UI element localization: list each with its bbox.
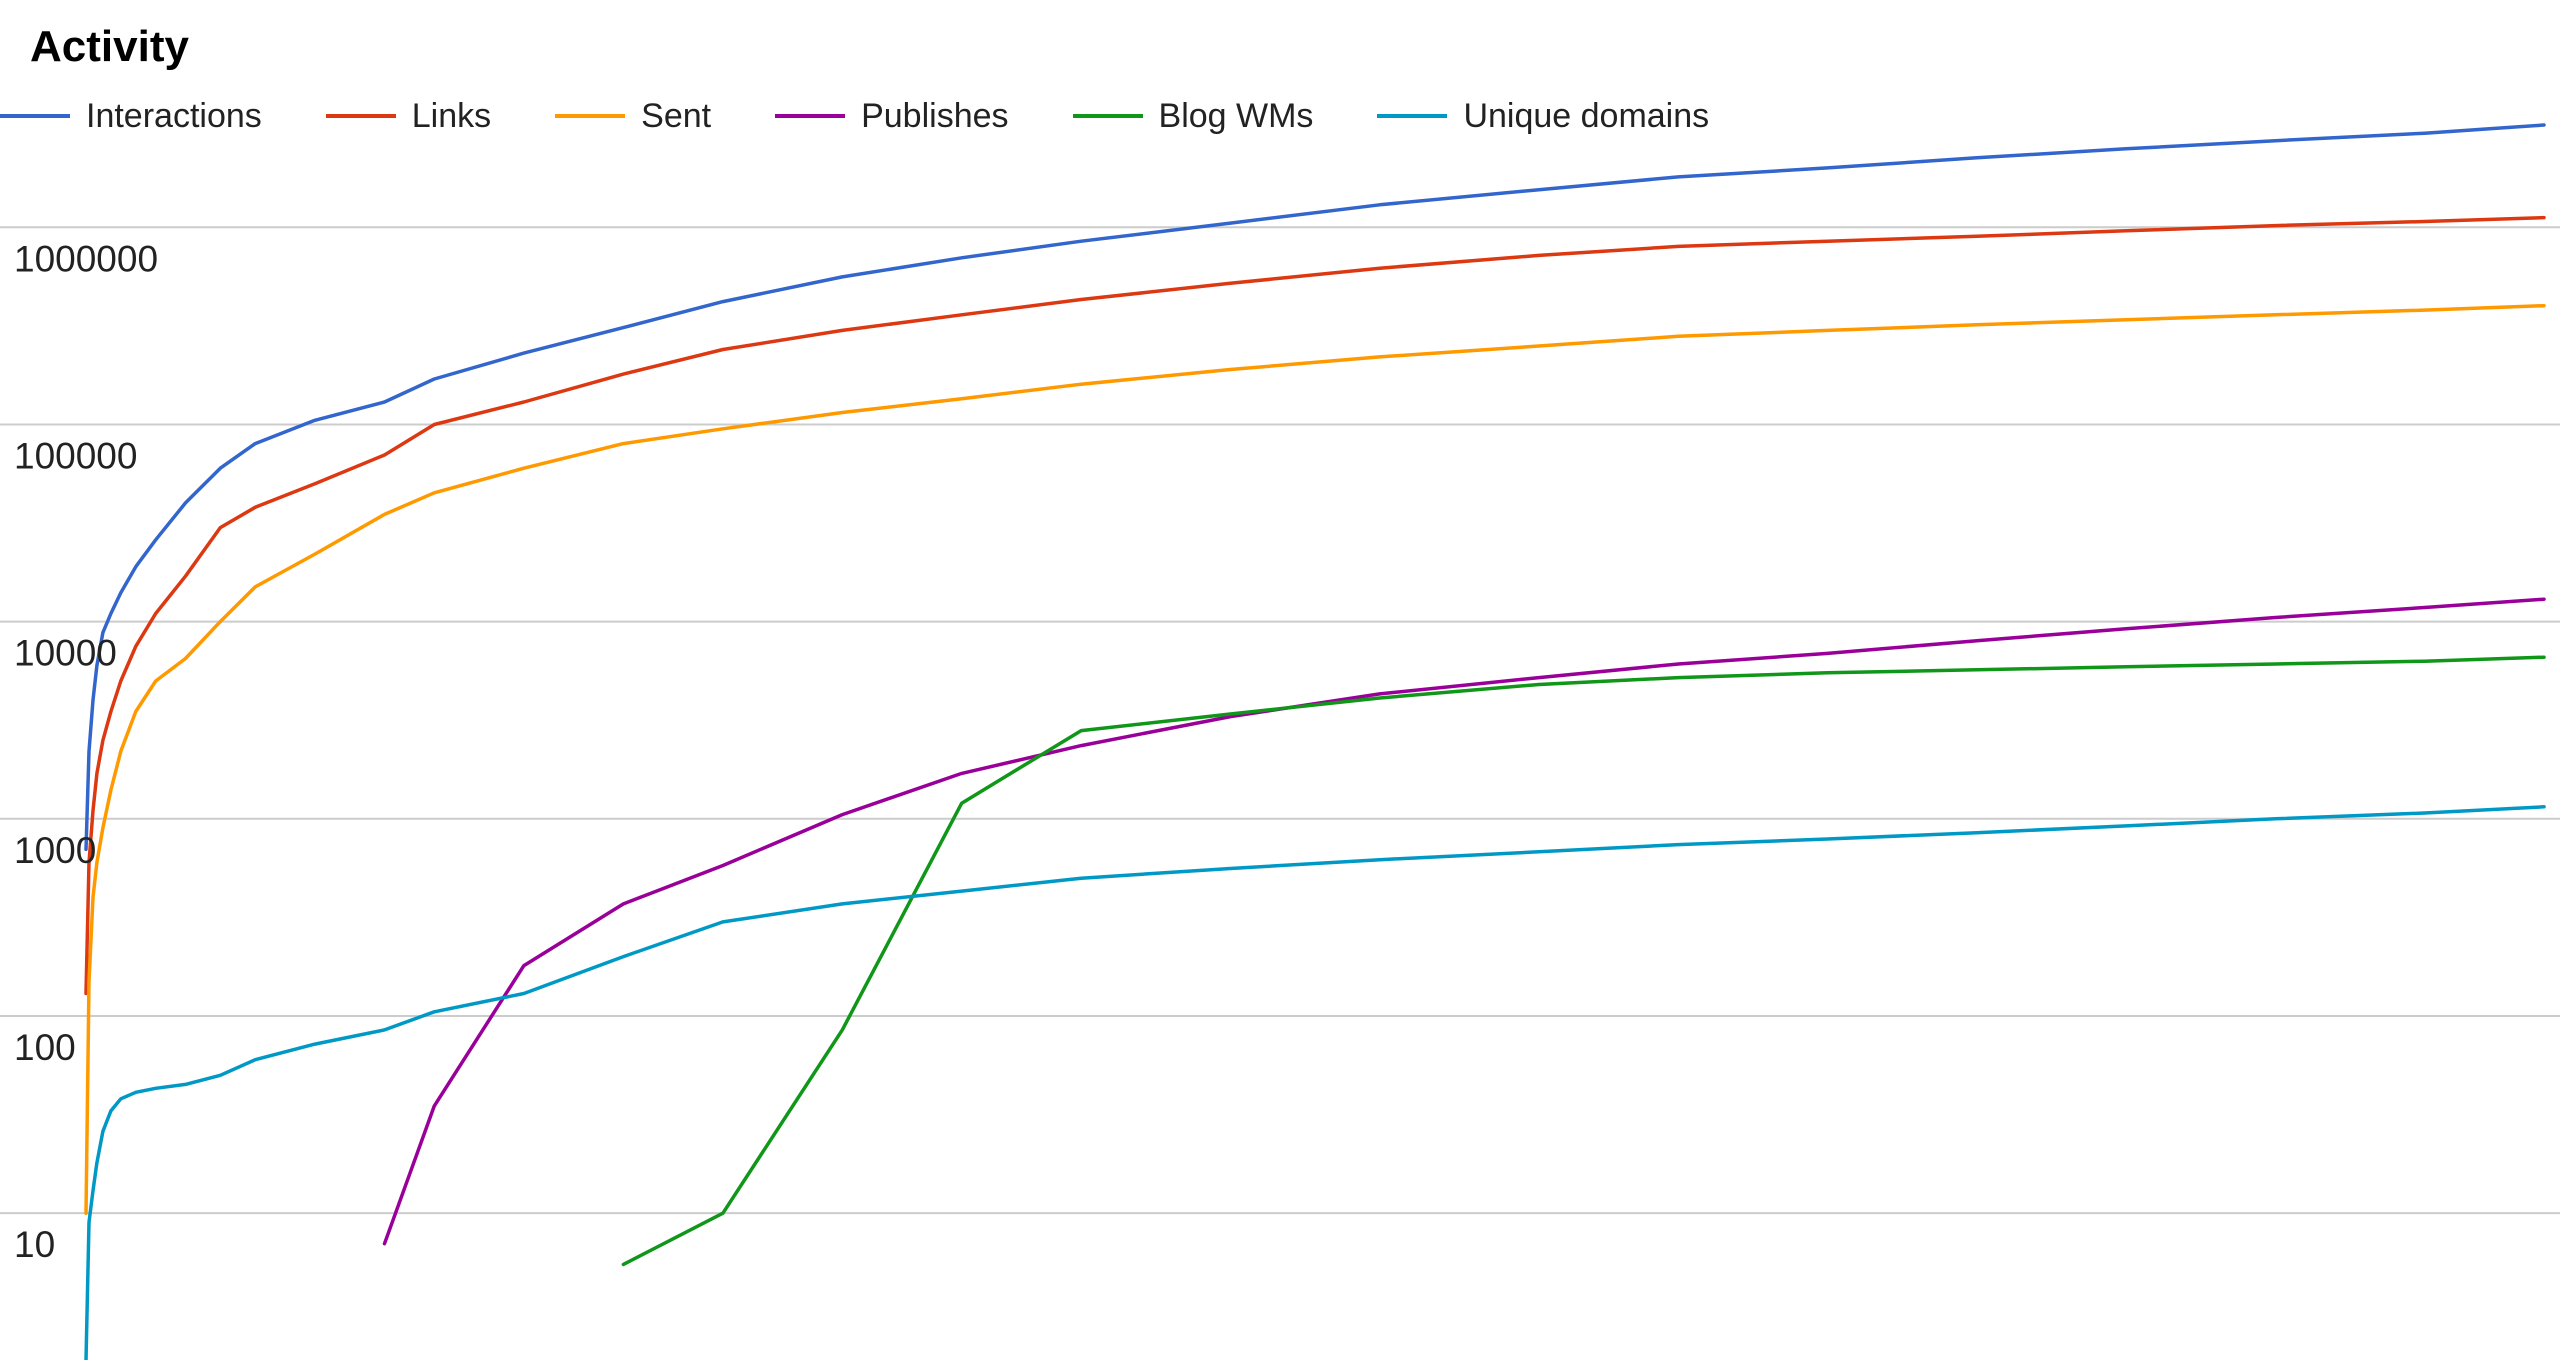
legend: Interactions Links Sent Publishes Blog WMs Un… — [0, 90, 1773, 142]
legend-label: Blog WMs — [1158, 96, 1314, 135]
legend-label: Sent — [641, 96, 712, 135]
series-line-unique-domains — [84, 805, 2546, 1360]
legend-item-publishes[interactable]: Publishes — [775, 96, 1009, 136]
series-line-blog-wms — [621, 655, 2546, 1267]
legend-item-unique-domains[interactable]: Unique domains — [1377, 97, 1709, 136]
series-line-sent — [84, 303, 2546, 1215]
legend-swatch — [775, 114, 846, 118]
y-tick-label: 1000 — [14, 830, 96, 871]
legend-label: Links — [411, 96, 492, 135]
legend-item-interactions[interactable]: Interactions — [0, 97, 262, 136]
y-tick-label: 10000 — [14, 633, 117, 674]
series-line-publishes — [382, 597, 2546, 1246]
legend-swatch — [1377, 114, 1448, 118]
legend-item-sent[interactable]: Sent — [555, 97, 711, 136]
legend-label: Interactions — [86, 96, 262, 135]
legend-item-links[interactable]: Links — [325, 96, 492, 136]
y-tick-label: 10 — [14, 1224, 55, 1265]
chart-title: Activity — [30, 22, 189, 71]
series-line-interactions — [84, 123, 2546, 852]
legend-item-blog-wms[interactable]: Blog WMs — [1072, 96, 1314, 136]
legend-swatch — [325, 114, 396, 118]
y-tick-label: 100 — [14, 1027, 76, 1068]
y-tick-label: 100000 — [14, 435, 137, 476]
legend-label: Unique domains — [1463, 96, 1710, 135]
y-tick-label: 1000000 — [14, 238, 158, 279]
series-line-links — [84, 215, 2546, 996]
legend-swatch — [0, 114, 70, 118]
legend-label: Publishes — [861, 96, 1009, 135]
legend-swatch — [555, 114, 626, 118]
legend-swatch — [1072, 114, 1143, 118]
